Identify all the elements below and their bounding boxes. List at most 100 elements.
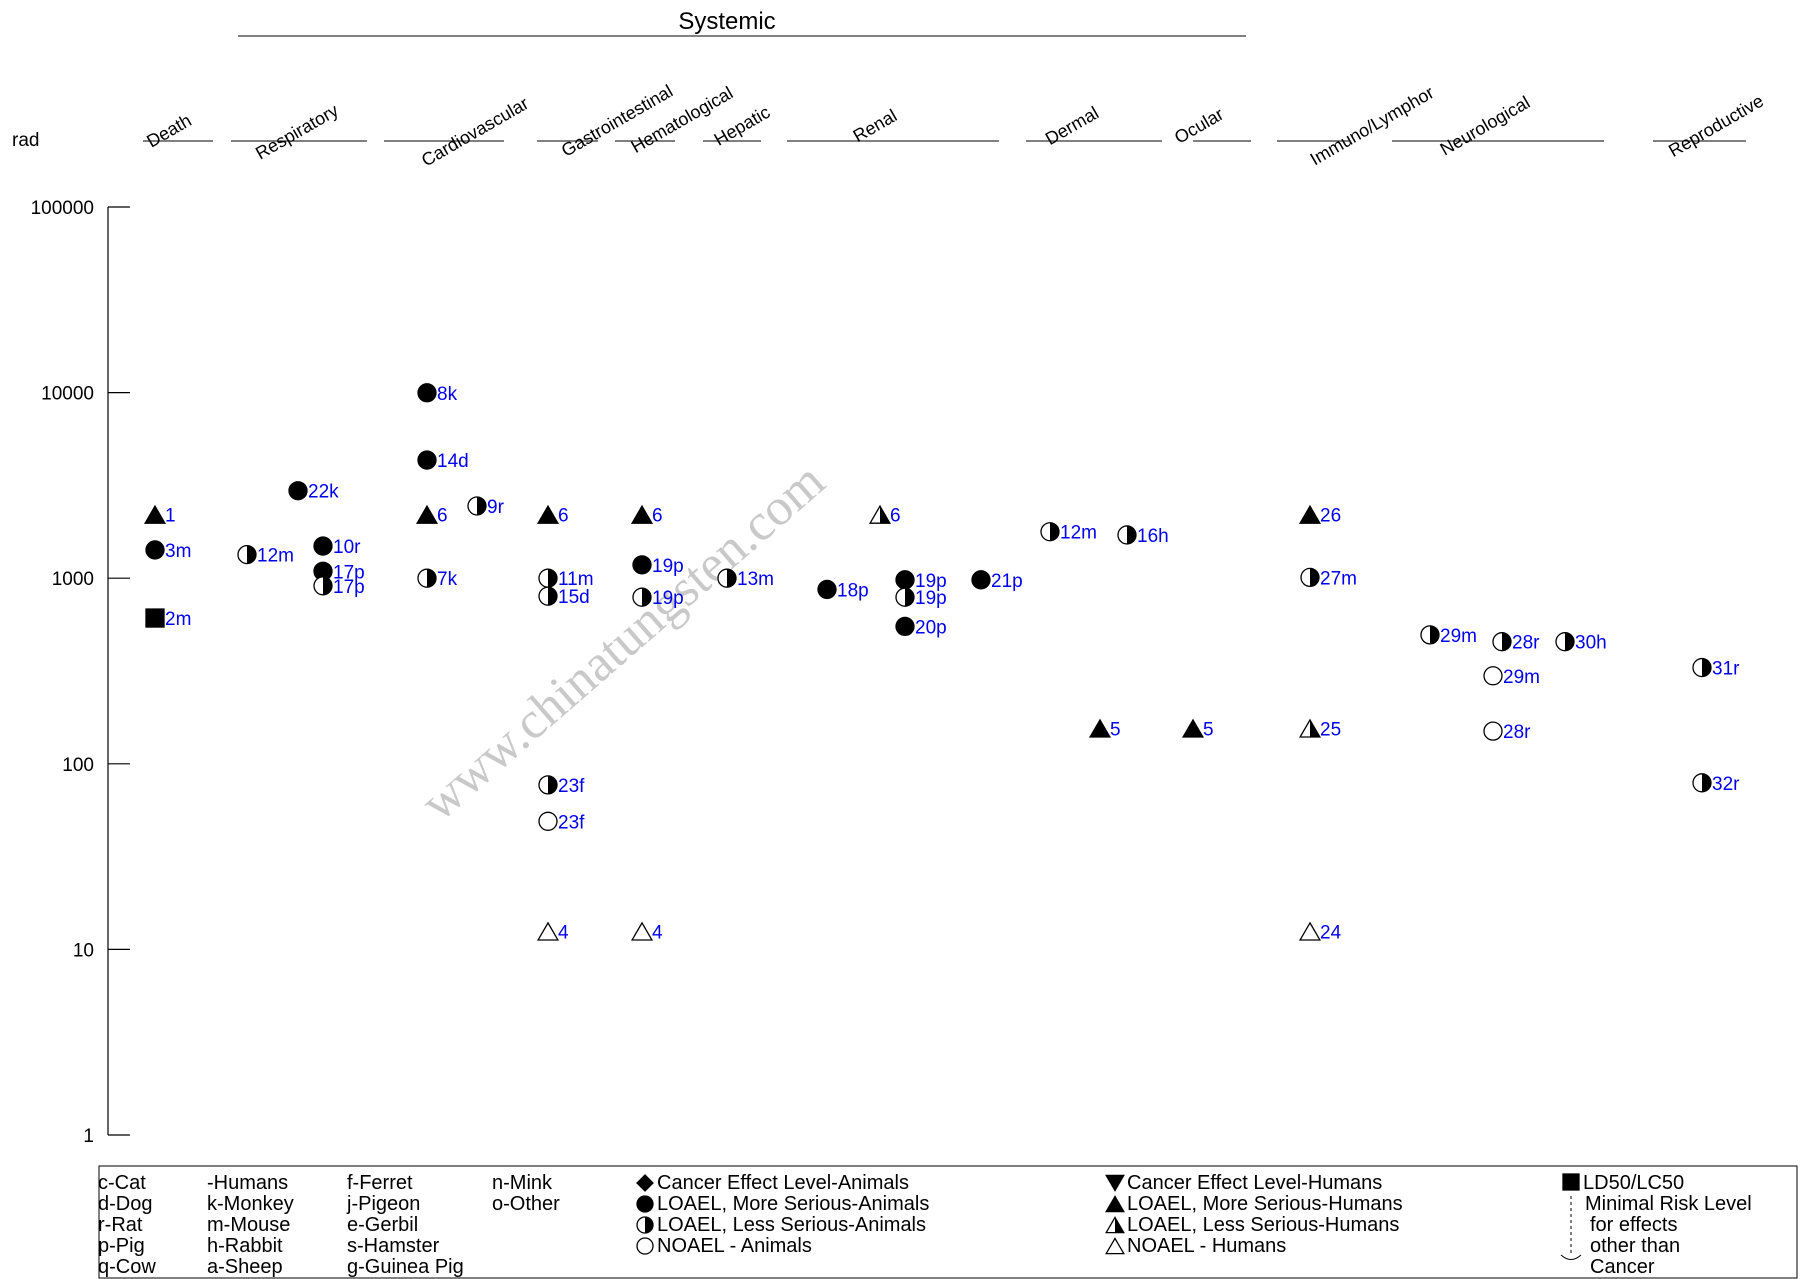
data-point-marker xyxy=(1692,657,1712,678)
data-point-neurological: 29m xyxy=(1420,625,1477,647)
y-tick-label: 100 xyxy=(62,755,94,776)
legend-species-p-pig: p-Pig xyxy=(98,1235,145,1257)
data-point-marker xyxy=(1483,721,1503,741)
data-point-death: 2m xyxy=(145,608,191,630)
data-point-cardiovascular: 14d xyxy=(417,450,469,472)
legend-ld50-symbol xyxy=(1562,1173,1580,1191)
data-point-renal: 19p xyxy=(895,570,947,592)
chart-title: Systemic xyxy=(678,8,775,35)
data-point-label: 20p xyxy=(915,617,947,638)
data-point-marker xyxy=(1040,522,1060,542)
data-point-marker xyxy=(313,576,333,596)
legend-mrl-marker xyxy=(1560,1254,1582,1260)
legend-symbol xyxy=(636,1195,654,1213)
data-point-marker xyxy=(632,555,652,575)
data-point-reproductive: 31r xyxy=(1692,657,1740,680)
legend-species-e-gerbil: e-Gerbil xyxy=(347,1214,418,1236)
legend-species-humans: -Humans xyxy=(207,1172,288,1194)
legend-entry-label: Cancer Effect Level-Humans xyxy=(1127,1172,1382,1194)
data-point-marker xyxy=(237,544,257,565)
legend-human-loael-less-serious-humans: LOAEL, Less Serious-Humans xyxy=(1105,1214,1399,1236)
data-point-label: 5 xyxy=(1110,719,1121,740)
data-point-cardiovascular: 6 xyxy=(415,504,448,527)
data-point-marker xyxy=(536,921,560,941)
data-point-label: 23f xyxy=(558,776,585,797)
legend-species-h-rabbit: h-Rabbit xyxy=(207,1235,283,1257)
data-point-label: 6 xyxy=(437,506,448,527)
data-point-marker xyxy=(417,383,437,403)
data-point-label: 6 xyxy=(890,506,901,527)
data-point-label: 31r xyxy=(1712,659,1740,680)
category-headers: Death Respiratory Cardiovascular Gastrointe… xyxy=(143,81,1767,170)
data-point-marker xyxy=(538,775,558,795)
data-point-label: 19p xyxy=(915,588,947,609)
data-point-respiratory: 10r xyxy=(313,536,361,558)
data-point-label: 15d xyxy=(558,587,590,608)
data-point-label: 21p xyxy=(991,571,1023,592)
data-point-marker xyxy=(538,568,558,588)
data-point-label: 24 xyxy=(1320,922,1342,943)
data-point-label: 13m xyxy=(737,569,774,590)
data-point-label: 19p xyxy=(652,556,684,577)
data-point-marker xyxy=(1300,567,1320,588)
data-point-marker xyxy=(717,568,737,588)
data-point-renal: 18p xyxy=(817,579,869,601)
data-point-marker xyxy=(313,536,333,556)
data-point-label: 4 xyxy=(652,922,663,943)
legend-species-a-sheep: a-Sheep xyxy=(207,1256,283,1278)
data-point-renal: 20p xyxy=(895,616,947,638)
legend-animal-noael-animals: NOAEL - Animals xyxy=(636,1235,812,1257)
legend-species-f-ferret: f-Ferret xyxy=(347,1172,413,1194)
legend-species-q-cow: q-Cow xyxy=(98,1256,156,1278)
legend-entry-label: LOAEL, Less Serious-Animals xyxy=(657,1214,926,1236)
data-point-label: 2m xyxy=(165,609,191,630)
data-point-label: 12m xyxy=(1060,523,1097,544)
data-point-marker xyxy=(1181,718,1205,738)
data-point-respiratory: 22k xyxy=(288,481,339,503)
data-point-label: 30h xyxy=(1575,633,1607,654)
data-point-marker xyxy=(1555,632,1575,652)
data-point-label: 10r xyxy=(333,537,361,558)
data-point-gastrointestinal: 15d xyxy=(538,586,590,608)
data-point-marker xyxy=(1298,718,1322,738)
data-point-marker xyxy=(1088,718,1112,738)
data-point-ocular: 5 xyxy=(1181,718,1214,740)
data-point-marker xyxy=(817,579,837,600)
legend-human-noael-humans: NOAEL - Humans xyxy=(1105,1235,1286,1257)
data-point-marker xyxy=(417,568,437,588)
legend-symbol xyxy=(636,1237,654,1255)
data-point-label: 4 xyxy=(558,922,569,943)
data-point-label: 18p xyxy=(837,580,869,601)
category-label-immuno-lymphor: Immuno/Lymphor xyxy=(1307,82,1438,169)
legend-mrl-text: Minimal Risk Level xyxy=(1585,1193,1752,1215)
legend-entry-label: Cancer Effect Level-Animals xyxy=(657,1172,909,1194)
data-point-label: 6 xyxy=(652,506,663,527)
y-tick-label: 10 xyxy=(73,940,94,961)
legend-entry-label: LOAEL, More Serious-Humans xyxy=(1127,1193,1403,1215)
category-label-respiratory: Respiratory xyxy=(252,100,342,163)
data-point-hematological: 19p xyxy=(632,555,684,577)
data-point-reproductive: 32r xyxy=(1692,773,1740,795)
data-point-label: 9r xyxy=(487,497,505,518)
data-point-label: 27m xyxy=(1320,568,1357,589)
data-point-marker xyxy=(895,587,915,607)
data-point-marker xyxy=(1298,504,1322,524)
legend-human-cancer-effect-level-humans: Cancer Effect Level-Humans xyxy=(1105,1172,1382,1194)
data-point-label: 7k xyxy=(437,569,458,590)
data-point-gastrointestinal: 6 xyxy=(536,504,569,527)
legend-mrl-text: other than xyxy=(1590,1235,1680,1257)
category-label-renal: Renal xyxy=(850,105,901,146)
y-tick-label: 1000 xyxy=(52,569,94,590)
category-label-dermal: Dermal xyxy=(1042,103,1102,149)
data-point-label: 32r xyxy=(1712,774,1740,795)
data-point-label: 26 xyxy=(1320,506,1341,527)
y-axis-unit: rad xyxy=(12,130,39,151)
legend-entry-label: LOAEL, More Serious-Animals xyxy=(657,1193,929,1215)
data-point-label: 22k xyxy=(308,482,339,503)
chart-header: Systemic rad xyxy=(12,8,1246,151)
data-point-label: 29m xyxy=(1503,667,1540,688)
y-axis: 100000 10000 1000 100 10 1 xyxy=(31,198,130,1147)
legend-mrl-text: Cancer xyxy=(1590,1256,1655,1278)
data-point-marker xyxy=(1692,773,1712,793)
